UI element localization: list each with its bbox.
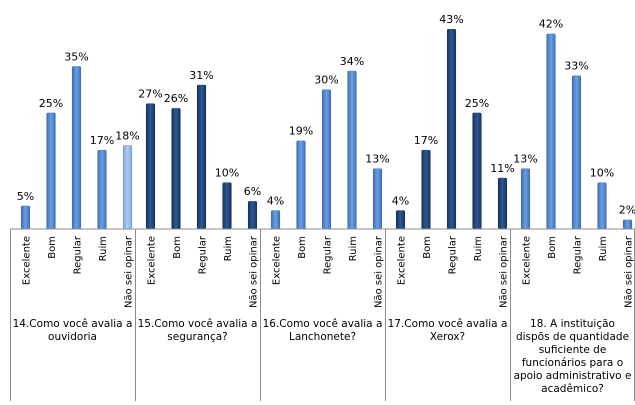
category-tick-label: Não sei opinar [124, 235, 135, 308]
category-tick-label: Regular [198, 235, 209, 274]
data-label: 13% [365, 153, 389, 166]
category-tick-label: Ruim [348, 236, 359, 261]
category-tick-label: Excelente [22, 236, 33, 285]
bar [321, 89, 332, 230]
category-tick-label: Excelente [147, 236, 158, 285]
category-tick-label: Excelente [522, 236, 533, 285]
data-label: 19% [289, 125, 313, 138]
bar [71, 66, 82, 230]
data-label: 33% [564, 60, 588, 73]
category-tick-label: Não sei opinar [624, 235, 635, 308]
bar [222, 182, 232, 230]
category-tick-label: Regular [323, 235, 334, 274]
bar [145, 103, 156, 230]
bar [421, 149, 431, 230]
bar [395, 210, 406, 230]
category-tick-label: Regular [573, 235, 584, 274]
bar [571, 75, 582, 230]
data-label: 17% [414, 134, 438, 147]
bars-layer [20, 28, 633, 230]
category-tick-label: Ruim [598, 236, 609, 261]
category-tick-label: Ruim [223, 236, 234, 261]
category-tick-label: Ruim [473, 236, 484, 261]
data-label: 26% [164, 92, 188, 105]
data-label: 34% [340, 55, 364, 68]
bar [520, 168, 531, 230]
data-label: 5% [17, 190, 34, 203]
category-tick-label: Não sei opinar [249, 235, 260, 308]
bar [247, 200, 258, 230]
data-label: 27% [138, 87, 162, 100]
bar [597, 182, 607, 230]
data-label: 30% [314, 74, 338, 87]
category-tick-label: Bom [297, 236, 308, 259]
bar [196, 84, 207, 230]
bar [472, 112, 482, 230]
data-label: 43% [439, 13, 463, 26]
data-label: 25% [465, 97, 489, 110]
data-label: 25% [39, 97, 63, 110]
category-tick-label: Bom [47, 236, 58, 259]
bar [446, 28, 457, 230]
category-tick-label: Regular [73, 235, 84, 274]
data-label: 10% [590, 167, 614, 180]
data-label: 11% [490, 162, 514, 175]
category-tick-label: Bom [172, 236, 183, 259]
data-label: 42% [539, 18, 563, 31]
bar [20, 205, 31, 230]
group-title: 18. A instituição dispõs de quantidade s… [513, 318, 632, 395]
data-label: 6% [244, 185, 261, 198]
data-label: 18% [115, 129, 139, 142]
bar [171, 107, 181, 230]
bar [97, 149, 107, 230]
data-label: 35% [64, 50, 88, 63]
data-label: 4% [267, 194, 284, 207]
bar [497, 177, 508, 230]
data-label: 31% [189, 69, 213, 82]
bar [296, 140, 306, 230]
bar [372, 168, 383, 230]
group-title: 15.Como você avalia a segurança? [137, 318, 258, 343]
labels-layer: 5% Excelente 25% Bom 35% Regular 17% Ruim 18% Não… [17, 13, 635, 308]
bar [546, 33, 556, 230]
category-tick-label: Excelente [272, 236, 283, 285]
category-tick-label: Ruim [98, 236, 109, 261]
group-title: 16.Como você avalia a Lanchonete? [262, 318, 383, 343]
bar [122, 145, 133, 230]
category-tick-label: Bom [422, 236, 433, 259]
bar [347, 70, 357, 230]
category-tick-label: Não sei opinar [374, 235, 385, 308]
data-label: 17% [90, 134, 114, 147]
category-tick-label: Regular [448, 235, 459, 274]
group-title: 17.Como você avalia a Xerox? [387, 318, 508, 343]
category-tick-label: Não sei opinar [499, 235, 510, 308]
bar [622, 219, 633, 230]
data-label: 2% [619, 204, 635, 217]
group-title: 14.Como você avalia a ouvidoria [12, 318, 133, 343]
data-label: 4% [392, 194, 409, 207]
bar [46, 112, 56, 230]
data-label: 13% [513, 153, 537, 166]
category-tick-label: Excelente [397, 236, 408, 285]
category-tick-label: Bom [547, 236, 558, 259]
bar [270, 210, 281, 230]
data-label: 10% [215, 167, 239, 180]
